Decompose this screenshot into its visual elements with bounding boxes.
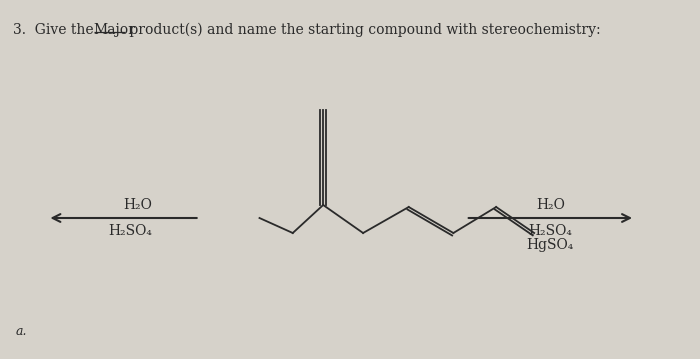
Text: a.: a. — [15, 325, 27, 338]
Text: HgSO₄: HgSO₄ — [526, 238, 574, 252]
Text: H₂SO₄: H₂SO₄ — [108, 224, 152, 238]
Text: Major: Major — [94, 23, 136, 37]
Text: H₂SO₄: H₂SO₄ — [528, 224, 573, 238]
Text: 3.  Give the: 3. Give the — [13, 23, 98, 37]
Text: H₂O: H₂O — [123, 198, 153, 212]
Text: product(s) and name the starting compound with stereochemistry:: product(s) and name the starting compoun… — [125, 23, 600, 37]
Text: H₂O: H₂O — [536, 198, 565, 212]
